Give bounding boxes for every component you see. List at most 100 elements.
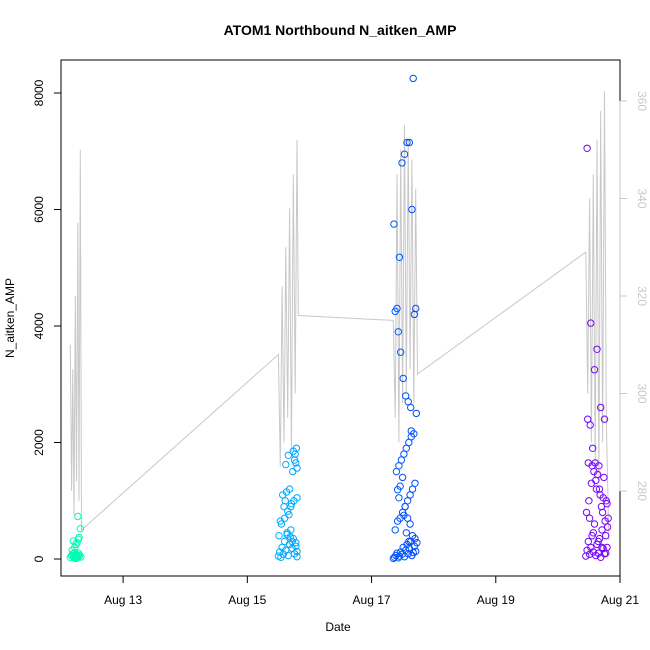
scatter-point: [280, 502, 288, 511]
scatter-point: [594, 537, 602, 546]
scatter-point: [293, 553, 301, 561]
scatter-point: [592, 476, 600, 485]
points-layer: [66, 74, 612, 563]
scatter-point: [589, 529, 597, 537]
scatter-point: [407, 427, 415, 435]
x-tick-label: Aug 15: [228, 593, 266, 607]
scatter-point: [585, 497, 593, 505]
scatter-point: [412, 409, 420, 418]
scatter-point: [281, 497, 289, 505]
x-tick-label: Aug 17: [353, 593, 391, 607]
scatter-point: [590, 520, 599, 528]
scatter-point: [290, 456, 299, 464]
scatter-point: [391, 307, 399, 316]
y-right-tick-label: 300: [635, 383, 649, 403]
scatter-point: [408, 205, 416, 214]
scatter-point: [400, 150, 409, 158]
scatter-point: [593, 345, 601, 353]
scatter-point: [598, 543, 606, 552]
scatter-point: [600, 473, 608, 482]
scatter-point: [598, 508, 607, 517]
scatter-point: [72, 540, 80, 549]
y-right-tick-label: 360: [635, 91, 649, 111]
scatter-point: [598, 526, 606, 534]
scatter-point: [289, 447, 297, 455]
scatter-point: [395, 494, 403, 502]
scatter-point: [77, 553, 85, 561]
line-layer: [69, 91, 610, 540]
scatter-point: [597, 403, 605, 412]
line-series-path: [69, 91, 610, 540]
scatter-point: [279, 550, 288, 558]
scatter-point: [75, 533, 83, 542]
scatter-point: [599, 494, 607, 502]
scatter-point: [395, 253, 404, 261]
scatter-point: [391, 526, 399, 534]
scatter-point: [402, 529, 410, 537]
scatter-point: [285, 511, 293, 519]
scatter-point: [603, 523, 612, 531]
scatter-point: [588, 462, 596, 470]
scatter-point: [411, 534, 419, 543]
scatter-point: [400, 511, 408, 519]
scatter-point: [398, 159, 406, 167]
scatter-point: [589, 444, 597, 452]
x-tick-label: Aug 21: [601, 593, 639, 607]
scatter-point: [286, 533, 294, 541]
scatter-point: [403, 138, 411, 147]
scatter-point: [288, 537, 296, 546]
axes-layer: Aug 13 Aug 15 Aug 17 Aug 19 Aug 21 0 2000 4000 6…: [32, 79, 649, 607]
x-tick-label: Aug 19: [477, 593, 515, 607]
y-tick-label: 8000: [32, 79, 46, 106]
y-tick-label: 4000: [32, 312, 46, 339]
scatter-point: [71, 554, 80, 563]
scatter-point: [285, 485, 294, 493]
scatter-point: [412, 547, 420, 556]
scatter-point: [390, 553, 399, 561]
scatter-point: [293, 494, 301, 502]
scatter-point: [396, 482, 404, 490]
scatter-point: [293, 547, 301, 556]
scatter-point: [390, 220, 398, 228]
scatter-point: [405, 537, 413, 546]
x-axis-label: Date: [325, 620, 351, 634]
scatter-point: [602, 549, 610, 557]
chart-title: ATOM1 Northbound N_aitken_AMP: [224, 22, 457, 38]
scatter-point: [600, 415, 609, 423]
y-tick-label: 6000: [32, 196, 46, 223]
scatter-point: [590, 366, 599, 374]
scatter-point: [411, 479, 419, 487]
scatter-point: [592, 551, 600, 560]
scatter-point: [282, 460, 290, 469]
y-right-tick-label: 280: [635, 481, 649, 501]
y-tick-label: 2000: [32, 429, 46, 456]
scatter-point: [284, 451, 292, 459]
y-right-tick-label: 340: [635, 188, 649, 208]
scatter-point: [276, 517, 284, 525]
scatter-point: [74, 512, 82, 521]
scatter-point: [399, 374, 407, 383]
scatter-point: [292, 539, 300, 547]
scatter-point: [287, 500, 296, 508]
scatter-point: [73, 539, 81, 547]
x-tick-label: Aug 13: [104, 593, 142, 607]
scatter-point: [289, 467, 297, 476]
scatter-point: [394, 328, 402, 336]
scatter-point: [407, 403, 415, 412]
scatter-point: [585, 514, 594, 522]
scatter-point: [406, 520, 414, 528]
scatter-point: [409, 74, 417, 83]
scatter-point: [405, 138, 414, 147]
scatter-point: [275, 532, 283, 540]
scatter-point: [292, 542, 300, 550]
y-axis-label: N_aitken_AMP: [3, 278, 17, 358]
scatter-point: [582, 508, 591, 517]
scatter-point: [412, 304, 420, 313]
scatter-point: [603, 500, 611, 508]
scatter-point: [602, 532, 610, 540]
scatter-point: [76, 525, 85, 533]
scatter-point: [397, 348, 405, 356]
scatter-point: [293, 464, 301, 472]
scatter-point: [592, 485, 601, 493]
scatter-point: [401, 502, 409, 511]
